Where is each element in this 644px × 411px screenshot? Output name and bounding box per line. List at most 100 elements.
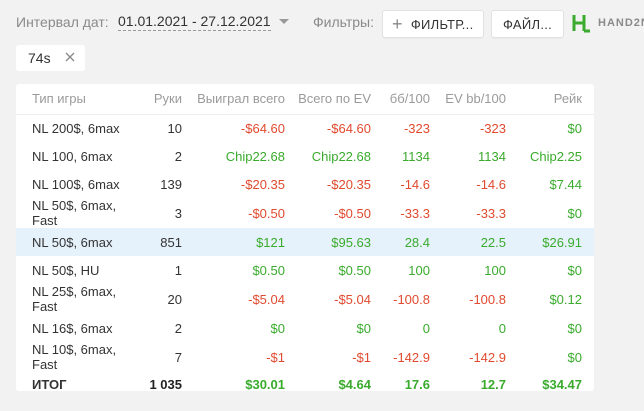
cell-bb100: -14.6 — [400, 176, 430, 192]
table-row[interactable]: NL 100$, 6max 139 -$20.35 -$20.35 -14.6 -14.6… — [16, 170, 594, 198]
header-bb100[interactable]: бб/100 — [383, 84, 442, 115]
stats-table: Тип игры Руки Выиграл всего Всего по EV … — [16, 84, 594, 396]
cell-ev-bb100: 1134 — [478, 148, 506, 164]
cell-rake: $0 — [567, 349, 582, 365]
cell-bb100: 28.4 — [383, 228, 442, 256]
cell-hands: 20 — [167, 291, 182, 307]
cell-won-total: $0 — [270, 320, 285, 336]
header-ev-total[interactable]: Всего по EV — [297, 84, 383, 115]
cell-hands: 1 — [174, 262, 182, 278]
header-rake[interactable]: Рейк — [518, 84, 594, 115]
total-cell-hands: 1 035 — [149, 376, 182, 392]
cell-rake: Chip2.25 — [529, 148, 582, 164]
file-button[interactable]: ФАЙЛ... — [491, 10, 564, 38]
plus-icon: + — [392, 14, 403, 34]
cell-hands: 3 — [174, 205, 182, 221]
header-hands[interactable]: Руки — [144, 84, 194, 115]
toolbar: Интервал дат: 01.01.2021 - 27.12.2021 Фи… — [0, 0, 644, 44]
table-header-row: Тип игры Руки Выиграл всего Всего по EV … — [16, 84, 594, 115]
table-row[interactable]: NL 100, 6max 2 Chip22.68 Chip22.68 1134 1134 C… — [16, 142, 594, 170]
cell-rake: $0 — [567, 120, 582, 136]
cell-rake: $0.12 — [549, 291, 582, 307]
cell-game-type: NL 25$, 6max, Fast — [32, 284, 117, 314]
cell-bb100: -100.8 — [393, 291, 430, 307]
date-interval-label: Интервал дат: — [16, 14, 109, 30]
total-cell-ev-bb100: 12.7 — [480, 376, 506, 392]
chevron-down-icon[interactable] — [279, 19, 289, 24]
cell-bb100: 0 — [422, 320, 430, 336]
cell-game-type: NL 16$, 6max — [32, 320, 113, 336]
cell-rake: $0 — [567, 205, 582, 221]
table-row[interactable]: NL 200$, 6max 10 -$64.60 -$64.60 -323 -323 $0 — [16, 114, 594, 142]
cell-ev-total: -$64.60 — [326, 120, 371, 136]
close-icon[interactable] — [64, 51, 76, 63]
table-total-row: ИТОГ 1 035 $30.01 $4.64 17.6 12.7 $34.47 — [16, 372, 594, 396]
cell-game-type: NL 100$, 6max — [32, 176, 120, 192]
cell-won-total: Chip22.68 — [225, 148, 285, 164]
cell-ev-bb100: -142.9 — [469, 349, 506, 365]
table-row[interactable]: NL 25$, 6max, Fast 20 -$5.04 -$5.04 -100.8 -1… — [16, 284, 594, 314]
cell-ev-bb100: -33.3 — [476, 205, 506, 221]
cell-ev-bb100: 22.5 — [442, 228, 518, 256]
cell-ev-total: $0 — [356, 320, 371, 336]
cell-rake: $0 — [567, 262, 582, 278]
stats-table-card: Тип игры Руки Выиграл всего Всего по EV … — [16, 84, 594, 392]
date-range-picker[interactable]: 01.01.2021 - 27.12.2021 — [118, 13, 271, 31]
cell-ev-total: $0.50 — [338, 262, 371, 278]
table-row[interactable]: NL 10$, 6max, Fast 7 -$1 -$1 -142.9 -142.9 $0 — [16, 342, 594, 372]
header-won-total[interactable]: Выиграл всего — [194, 84, 297, 115]
cell-bb100: 1134 — [402, 148, 430, 164]
cell-won-total: $0.50 — [252, 262, 285, 278]
cell-ev-total: -$20.35 — [326, 176, 371, 192]
cell-hands: 139 — [160, 176, 182, 192]
cell-hands: 7 — [174, 349, 182, 365]
filter-chip-label: 74s — [28, 50, 51, 66]
cell-ev-bb100: -14.6 — [476, 176, 506, 192]
table-row[interactable]: NL 50$, HU 1 $0.50 $0.50 100 100 $0 — [16, 256, 594, 284]
cell-hands: 851 — [144, 228, 194, 256]
total-cell-game-type: ИТОГ — [32, 376, 67, 392]
cell-ev-bb100: -100.8 — [469, 291, 506, 307]
cell-won-total: -$0.50 — [248, 205, 285, 221]
cell-ev-total: Chip22.68 — [311, 148, 371, 164]
cell-won-total: -$64.60 — [240, 120, 285, 136]
cell-won-total: $121 — [194, 228, 297, 256]
cell-game-type: NL 50$, 6max, Fast — [32, 198, 117, 228]
total-cell-won-total: $30.01 — [245, 376, 285, 392]
cell-game-type: NL 10$, 6max, Fast — [32, 342, 117, 372]
total-cell-bb100: 17.6 — [404, 376, 430, 392]
cell-ev-total: -$5.04 — [334, 291, 371, 307]
cell-game-type: NL 50$, 6max — [16, 228, 144, 256]
add-filter-button-label: ФИЛЬТР... — [410, 16, 474, 32]
cell-game-type: NL 50$, HU — [32, 262, 100, 278]
cell-ev-bb100: 0 — [498, 320, 506, 336]
cell-rake: $7.44 — [549, 176, 582, 192]
cell-rake: $0 — [567, 320, 582, 336]
cell-ev-total: -$0.50 — [334, 205, 371, 221]
cell-bb100: -142.9 — [393, 349, 430, 365]
header-game-type[interactable]: Тип игры — [16, 84, 144, 115]
cell-bb100: -323 — [403, 120, 430, 136]
logo-text: HAND2N — [598, 17, 644, 29]
add-filter-button[interactable]: + ФИЛЬТР... — [382, 10, 484, 38]
header-ev-bb100[interactable]: EV bb/100 — [442, 84, 518, 115]
cell-won-total: -$5.04 — [248, 291, 285, 307]
hand2note-logo: HAND2N — [572, 12, 644, 34]
total-cell-rake: $34.47 — [542, 376, 582, 392]
filter-chip[interactable]: 74s — [16, 45, 85, 71]
cell-game-type: NL 200$, 6max — [32, 120, 120, 136]
cell-ev-total: $95.63 — [297, 228, 383, 256]
cell-hands: 10 — [167, 120, 182, 136]
file-button-label: ФАЙЛ... — [503, 16, 553, 32]
table-row[interactable]: NL 16$, 6max 2 $0 $0 0 0 $0 — [16, 314, 594, 342]
cell-hands: 2 — [174, 320, 182, 336]
cell-won-total: -$1 — [266, 349, 285, 365]
cell-won-total: -$20.35 — [240, 176, 285, 192]
cell-ev-bb100: 100 — [484, 262, 506, 278]
table-row[interactable]: NL 50$, 6max 851 $121 $95.63 28.4 22.5 $26.91 — [16, 228, 594, 256]
cell-rake: $26.91 — [518, 228, 594, 256]
logo-icon — [572, 15, 590, 33]
table-row[interactable]: NL 50$, 6max, Fast 3 -$0.50 -$0.50 -33.3 -33.… — [16, 198, 594, 228]
total-cell-ev-total: $4.64 — [338, 376, 371, 392]
cell-ev-bb100: -323 — [479, 120, 506, 136]
